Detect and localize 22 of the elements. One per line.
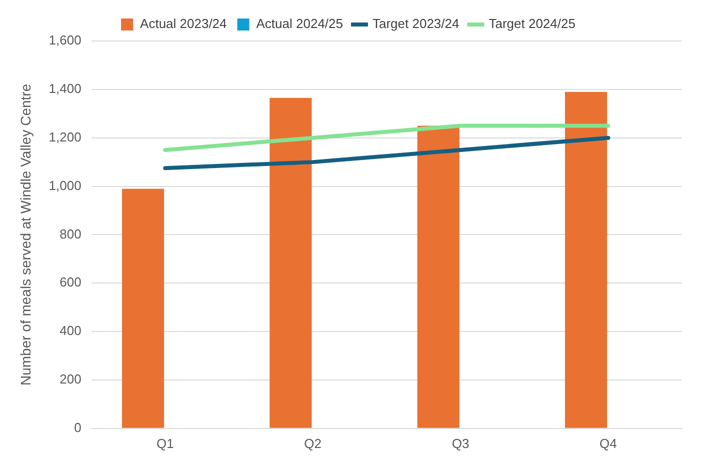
bar xyxy=(270,98,312,428)
y-tick-label: 800 xyxy=(60,226,82,242)
y-tick-label: 1,200 xyxy=(48,129,82,144)
x-tick-label: Q3 xyxy=(452,436,470,451)
y-tick-label: 400 xyxy=(60,323,82,338)
legend-label: Actual 2024/25 xyxy=(256,16,343,32)
bar xyxy=(417,126,460,428)
y-tick-label: 600 xyxy=(60,274,82,290)
bar xyxy=(122,188,164,428)
y-tick-label: 1,000 xyxy=(48,178,82,193)
x-tick-label: Q4 xyxy=(599,436,617,451)
y-tick-label: 0 xyxy=(74,420,82,435)
x-tick-label: Q2 xyxy=(304,436,322,451)
y-tick-label: 1,400 xyxy=(48,81,82,96)
x-tick-label: Q1 xyxy=(156,436,174,451)
legend-label: Target 2023/24 xyxy=(372,16,460,32)
y-axis-title: Number of meals served at Windle Valley Centre xyxy=(17,84,34,386)
bar xyxy=(564,92,608,428)
y-tick-label: 200 xyxy=(60,372,82,387)
y-tick-label: 1,600 xyxy=(48,32,82,48)
legend-label: Target 2024/25 xyxy=(488,16,576,32)
legend-label: Actual 2023/24 xyxy=(140,16,227,32)
